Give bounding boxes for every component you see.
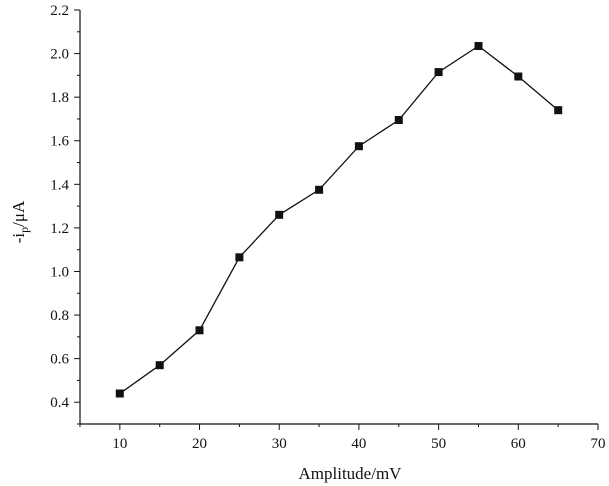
y-tick-label: 1.0	[50, 264, 69, 280]
x-tick-label: 10	[112, 436, 127, 452]
y-axis-title: -ip/μA	[9, 200, 31, 243]
data-point	[195, 326, 204, 335]
data-point	[235, 253, 244, 262]
data-point	[554, 106, 563, 115]
x-axis-title: Amplitude/mV	[299, 464, 403, 483]
x-tick-label: 40	[351, 436, 366, 452]
y-tick-label: 1.2	[50, 221, 69, 237]
data-point	[354, 142, 363, 151]
data-point	[115, 389, 124, 398]
x-tick-label: 60	[511, 436, 526, 452]
y-tick-label: 0.8	[50, 308, 69, 324]
y-axis-ticks: 0.4 0.6 0.8 1.0 1.2 1.4 1.6 1.8 2.0 2.2	[50, 3, 80, 425]
series-line	[119, 45, 559, 395]
data-point	[514, 72, 523, 81]
y-tick-label: 1.8	[50, 90, 69, 106]
data-point	[155, 361, 164, 370]
x-tick-label: 30	[272, 436, 287, 452]
axes	[79, 10, 598, 425]
y-tick-label: 2.0	[50, 47, 69, 63]
y-tick-label: 0.6	[50, 352, 69, 368]
data-point	[315, 185, 324, 194]
series-group	[115, 42, 563, 398]
y-axis-title-suffix: /μA	[9, 200, 28, 227]
data-point	[474, 42, 483, 50]
y-tick-label: 0.4	[50, 395, 69, 411]
y-tick-label: 1.6	[50, 134, 69, 150]
data-point	[394, 116, 403, 124]
x-tick-label: 70	[591, 436, 606, 452]
data-point	[275, 210, 284, 219]
data-point	[434, 68, 443, 77]
x-axis-ticks: 10 20 30 40 50 60 70	[79, 424, 606, 452]
y-tick-label: 1.4	[50, 177, 69, 193]
y-axis-title-subscript: p	[17, 227, 31, 233]
x-tick-label: 20	[192, 436, 207, 452]
y-axis-title-main: -i	[9, 233, 28, 244]
x-tick-label: 50	[431, 436, 446, 452]
y-tick-label: 2.2	[50, 3, 69, 19]
